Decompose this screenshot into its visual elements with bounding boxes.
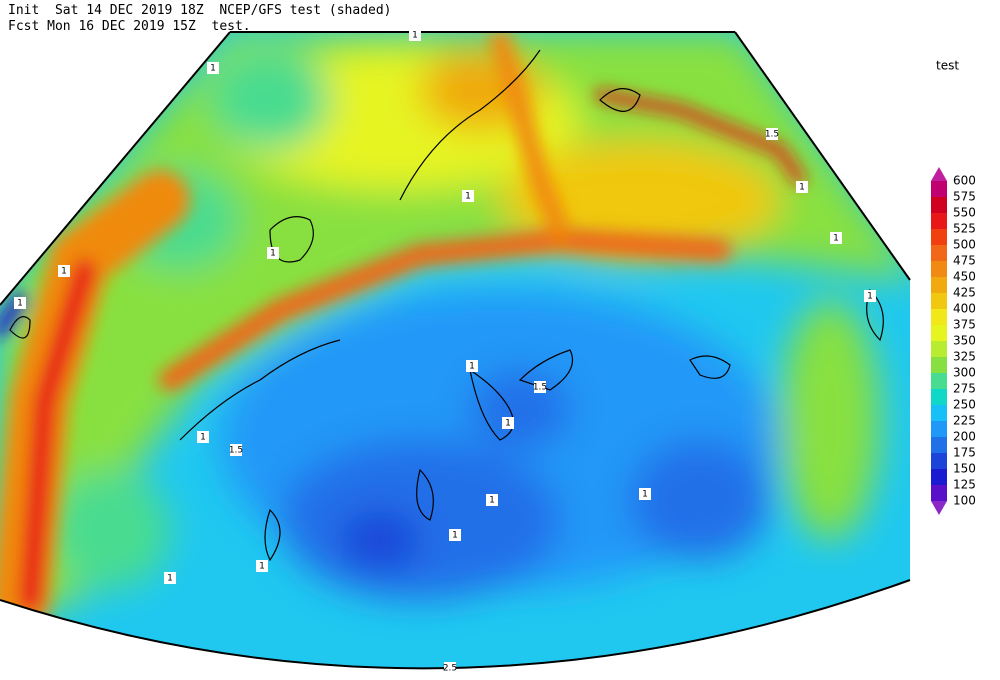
contour-label: 1 [642, 490, 648, 500]
colorbar-label: 200 [953, 430, 976, 444]
contour-label: 1.5 [533, 383, 547, 393]
colorbar-label: 600 [953, 174, 976, 188]
colorbar-cap [931, 167, 947, 181]
contour-label-box [230, 444, 242, 456]
colorbar-label: 375 [953, 318, 976, 332]
contour-label-box [58, 265, 70, 277]
colorbar-swatch [931, 197, 947, 213]
contour-label-box [534, 381, 546, 393]
map-frame [0, 31, 911, 670]
colorbar-cap [931, 501, 947, 515]
colorbar-label: 450 [953, 270, 976, 284]
contour-label-box [466, 360, 478, 372]
colorbar-swatch [931, 405, 947, 421]
contour-label-box [14, 297, 26, 309]
contour-label: 1 [167, 574, 173, 584]
contour-label-box [409, 29, 421, 41]
colorbar-label: 425 [953, 286, 976, 300]
contour-label: 1 [833, 234, 839, 244]
colorbar-swatch [931, 309, 947, 325]
colorbar-swatch [931, 485, 947, 501]
contour-label-box [207, 62, 219, 74]
colorbar-label: 325 [953, 350, 976, 364]
colorbar-label: 350 [953, 334, 976, 348]
contour-label: 1 [270, 249, 276, 259]
contour-label: 1 [17, 299, 23, 309]
contour-label: 2.5 [443, 664, 457, 674]
colorbar-swatch [931, 213, 947, 229]
contour-label-box [830, 232, 842, 244]
contour-label: 1 [465, 192, 471, 202]
header-init: Init Sat 14 DEC 2019 18Z NCEP/GFS test (… [8, 3, 392, 18]
contour-label: 1.5 [229, 446, 243, 456]
contour-label-box [796, 181, 808, 193]
colorbar-label: 300 [953, 366, 976, 380]
contour-label: 1 [799, 183, 805, 193]
contour-label: 1 [200, 433, 206, 443]
colorbar-label: 550 [953, 206, 976, 220]
colorbar-swatch [931, 261, 947, 277]
contour-label-box [462, 190, 474, 202]
colorbar-label: 400 [953, 302, 976, 316]
colorbar-swatch [931, 277, 947, 293]
colorbar-swatch [931, 325, 947, 341]
contour-label: 1 [489, 496, 495, 506]
colorbar-label: 150 [953, 462, 976, 476]
colorbar-swatch [931, 245, 947, 261]
colorbar-swatch [931, 389, 947, 405]
colorbar-swatch [931, 181, 947, 197]
contour-label: 1 [452, 531, 458, 541]
colorbar-label: 175 [953, 446, 976, 460]
contour-label-box [444, 662, 456, 674]
header-fcst: Fcst Mon 16 DEC 2019 15Z test. [8, 19, 251, 34]
colorbar-swatch [931, 357, 947, 373]
colorbar-swatch [931, 469, 947, 485]
contour-label-box [449, 529, 461, 541]
contour-label-box [197, 431, 209, 443]
colorbar-label: 575 [953, 190, 976, 204]
colorbar-title: test [936, 59, 959, 73]
colorbar-label: 225 [953, 414, 976, 428]
colorbar-label: 500 [953, 238, 976, 252]
colorbar-label: 525 [953, 222, 976, 236]
colorbar-label: 125 [953, 478, 976, 492]
contour-labels: 1 1 1 1 1 1 1 1 1 1.5 1 1.5 1 1 1.5 1 1 1 1 1 2.5 [14, 29, 876, 674]
contour-label: 1.5 [765, 130, 779, 140]
colorbar-label: 275 [953, 382, 976, 396]
contour-label: 1 [469, 362, 475, 372]
contour-label-box [766, 128, 778, 140]
colorbar-swatch [931, 373, 947, 389]
colorbar-swatch [931, 341, 947, 357]
contour-label-box [486, 494, 498, 506]
colorbar-swatch [931, 421, 947, 437]
colorbar-label: 250 [953, 398, 976, 412]
colorbar-swatch [931, 437, 947, 453]
colorbar-swatch [931, 453, 947, 469]
contour-label-box [256, 560, 268, 572]
contour-label: 1 [412, 31, 418, 41]
colorbar-swatch [931, 293, 947, 309]
contour-label-box [639, 488, 651, 500]
colorbar-label: 100 [953, 494, 976, 508]
contour-label: 1 [210, 64, 216, 74]
colorbar-swatch [931, 229, 947, 245]
contour-label: 1 [259, 562, 265, 572]
contour-label-box [864, 290, 876, 302]
contour-label: 1 [61, 267, 67, 277]
colorbar-label: 475 [953, 254, 976, 268]
colorbar: 600 575 550 525 500 475 450 425 400 375 350 325 300 2… [931, 167, 976, 515]
contour-label-box [267, 247, 279, 259]
contour-label: 1 [505, 419, 511, 429]
map [0, 32, 910, 669]
contour-label: 1 [867, 292, 873, 302]
contour-label-box [502, 417, 514, 429]
contour-label-box [164, 572, 176, 584]
